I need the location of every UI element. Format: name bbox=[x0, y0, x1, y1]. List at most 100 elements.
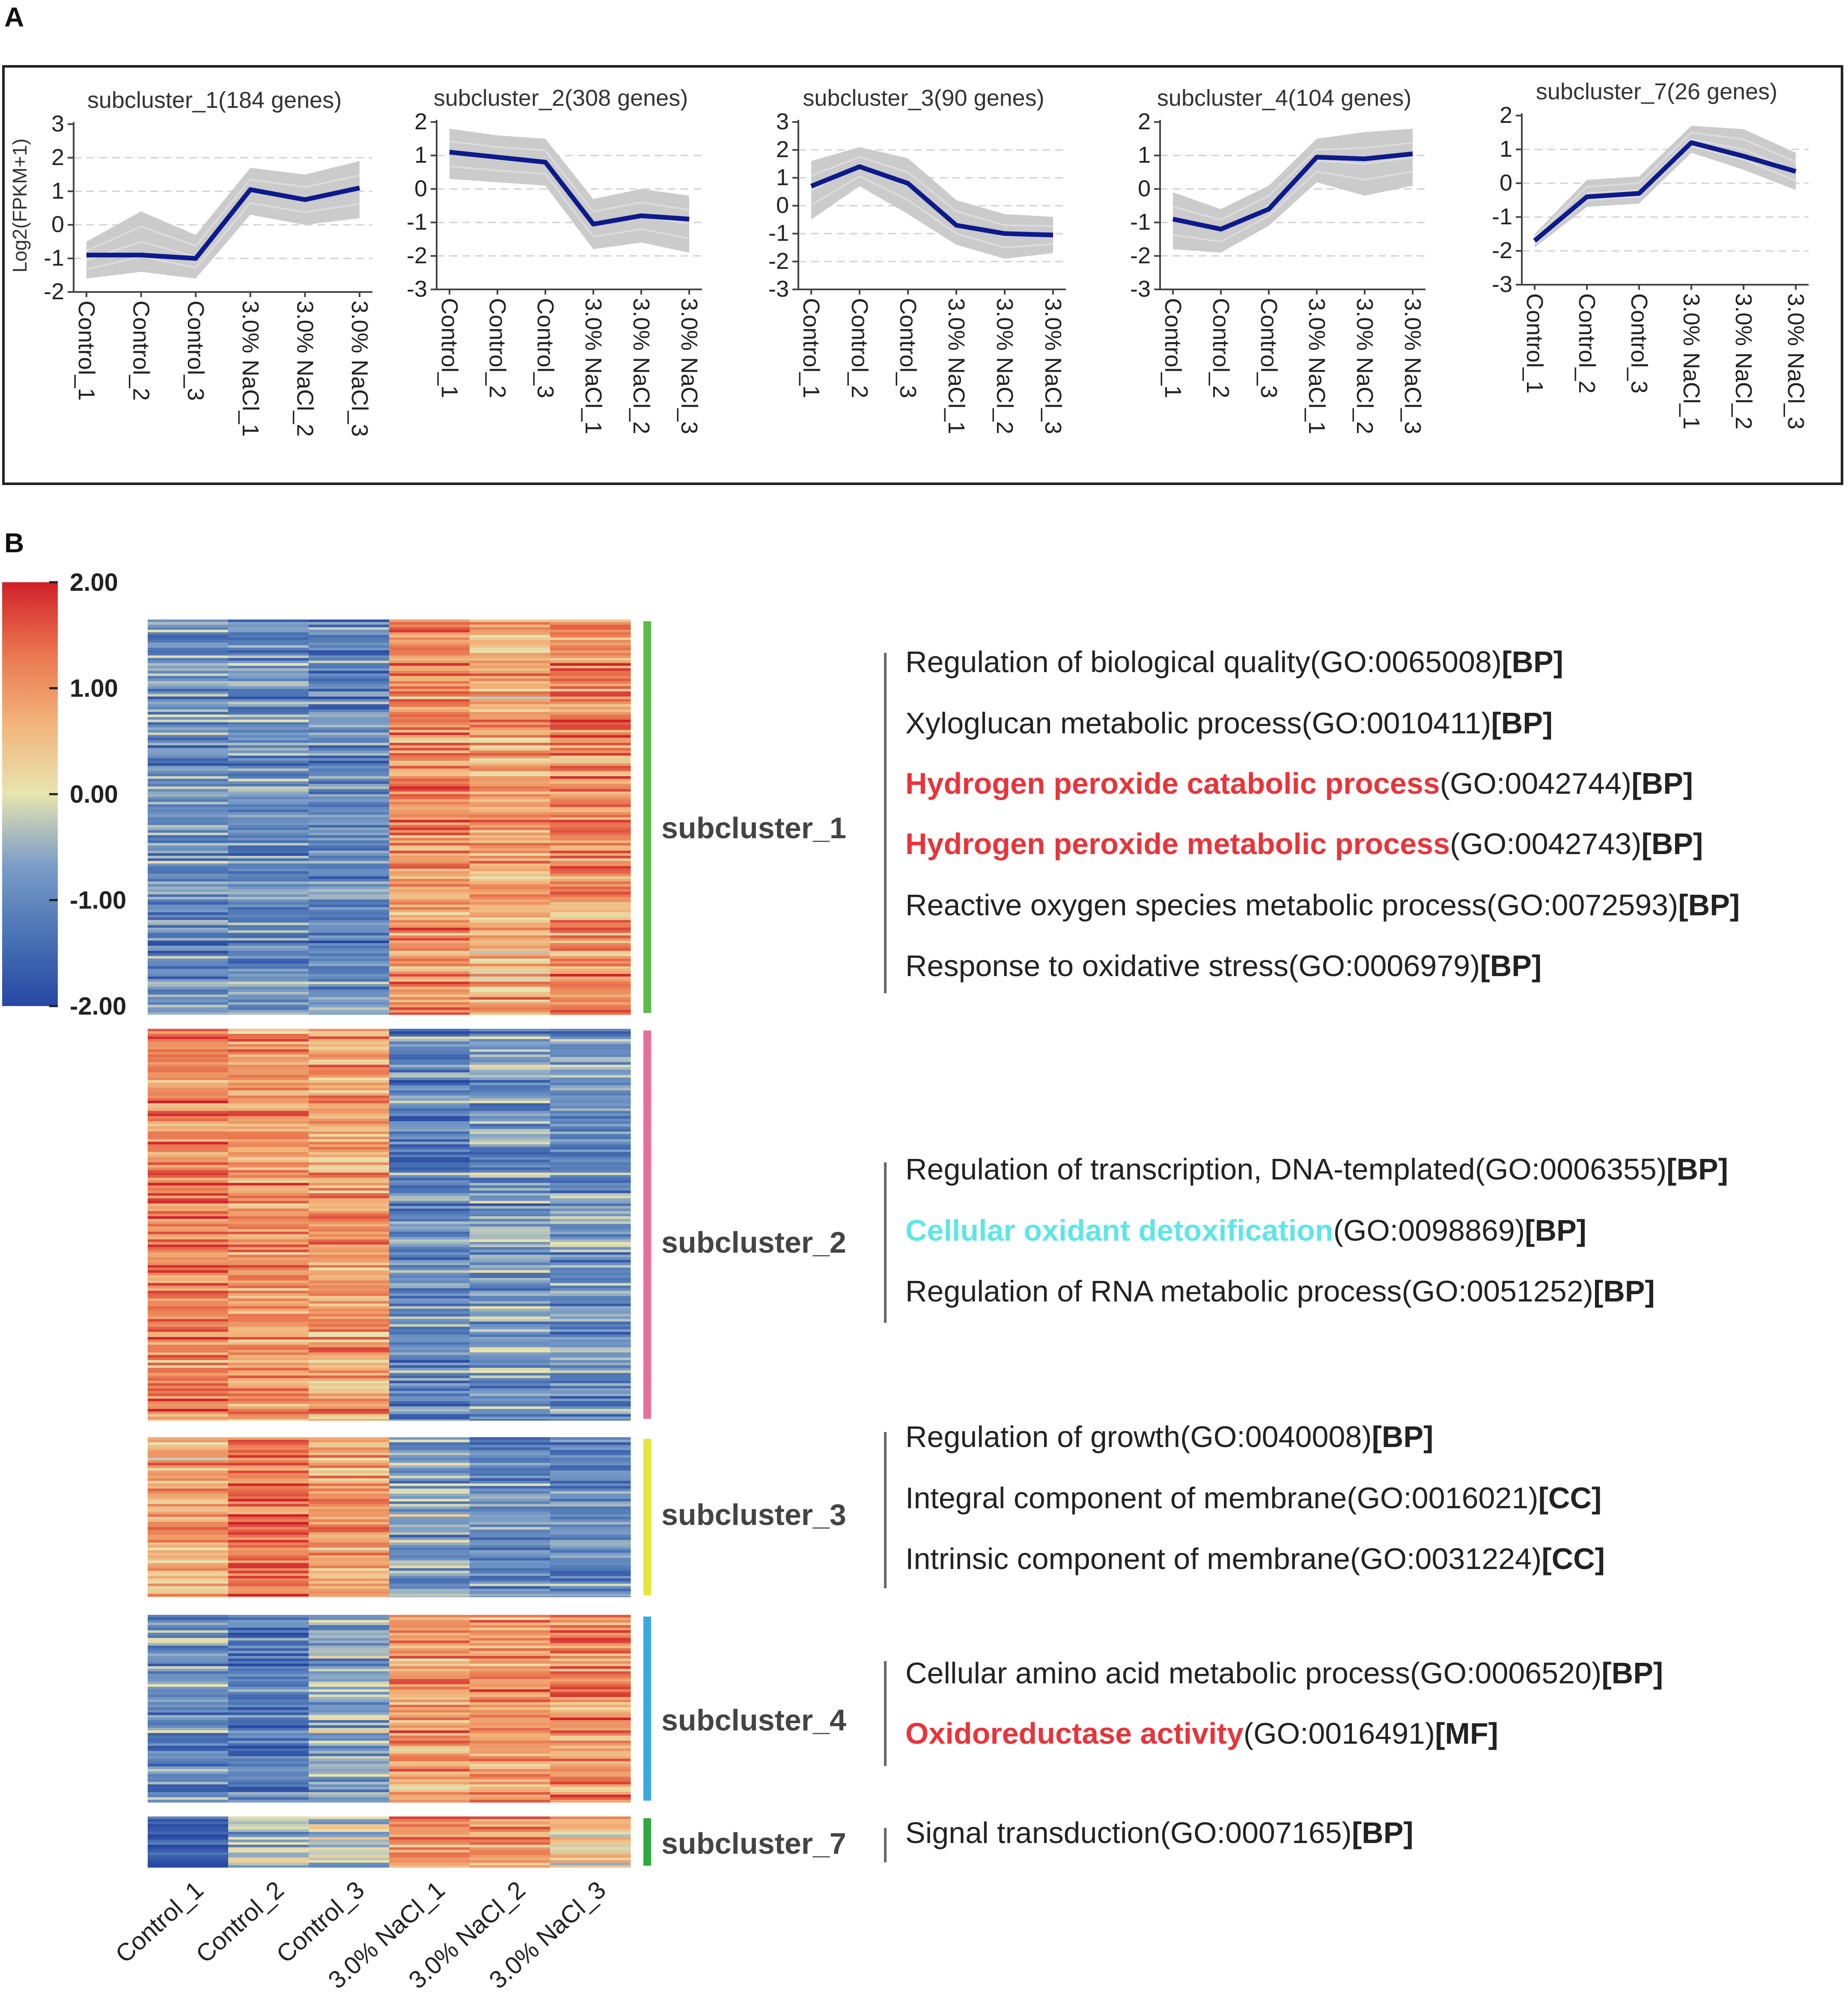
heatmap-cell bbox=[228, 774, 309, 777]
heatmap-cell bbox=[550, 776, 631, 779]
heatmap-cell bbox=[309, 663, 390, 666]
heatmap-cell bbox=[148, 997, 229, 1000]
heatmap-cell bbox=[148, 1108, 229, 1111]
heatmap-cell bbox=[309, 1404, 390, 1407]
heatmap-cell bbox=[148, 1394, 229, 1397]
heatmap-cell bbox=[389, 1355, 470, 1358]
heatmap-cell bbox=[228, 1687, 309, 1690]
heatmap-cell bbox=[389, 830, 470, 833]
heatmap-cell bbox=[550, 830, 631, 833]
go-term-id: (GO:0072593) bbox=[1487, 888, 1678, 922]
heatmap-cell bbox=[470, 1103, 551, 1106]
heatmap-cell bbox=[148, 1206, 229, 1209]
heatmap-cell bbox=[148, 951, 229, 954]
heatmap-cell bbox=[228, 1401, 309, 1404]
heatmap-cell bbox=[148, 1792, 229, 1795]
heatmap-cell bbox=[228, 1414, 309, 1417]
heatmap-cell bbox=[470, 1615, 551, 1618]
heatmap-cell bbox=[309, 1201, 390, 1204]
heatmap-cell bbox=[148, 1170, 229, 1173]
heatmap-cell bbox=[228, 1273, 309, 1276]
heatmap-block-2: subcluster_2 bbox=[148, 1029, 846, 1421]
heatmap-cell bbox=[309, 982, 390, 985]
go-term-category: [CC] bbox=[1541, 1542, 1605, 1575]
heatmap-cell bbox=[228, 1576, 309, 1579]
heatmap-cell bbox=[228, 884, 309, 887]
heatmap-cell bbox=[148, 956, 229, 959]
heatmap-cell bbox=[550, 1132, 631, 1134]
heatmap-cell bbox=[228, 1185, 309, 1188]
heatmap-cell bbox=[228, 1535, 309, 1538]
heatmap-cell bbox=[389, 961, 470, 964]
cluster-label: subcluster_3 bbox=[661, 1498, 846, 1531]
heatmap-cell bbox=[148, 897, 229, 900]
heatmap-cell bbox=[228, 1865, 309, 1868]
heatmap-cell bbox=[228, 771, 309, 774]
heatmap-cell bbox=[148, 637, 229, 640]
heatmap-cell bbox=[148, 1234, 229, 1237]
heatmap-cell bbox=[470, 884, 551, 887]
heatmap-cell bbox=[228, 1144, 309, 1147]
heatmap-cell bbox=[389, 881, 470, 884]
heatmap-cell bbox=[470, 1203, 551, 1206]
heatmap-cell bbox=[148, 1576, 229, 1579]
heatmap-cell bbox=[470, 1733, 551, 1736]
heatmap-cell bbox=[389, 1573, 470, 1576]
heatmap-cell bbox=[470, 779, 551, 782]
heatmap-cell bbox=[470, 807, 551, 810]
heatmap-cell bbox=[470, 1401, 551, 1404]
heatmap-cell bbox=[148, 1548, 229, 1551]
heatmap-cell bbox=[470, 817, 551, 820]
heatmap-cell bbox=[228, 779, 309, 782]
heatmap-cell bbox=[228, 712, 309, 715]
heatmap-cell bbox=[148, 1819, 229, 1822]
heatmap-cell bbox=[309, 738, 390, 741]
heatmap-cell bbox=[470, 1525, 551, 1528]
heatmap-cell bbox=[148, 643, 229, 646]
heatmap-cell bbox=[228, 1440, 309, 1443]
heatmap-cell bbox=[228, 1183, 309, 1186]
heatmap-cell bbox=[148, 704, 229, 707]
heatmap-cell bbox=[550, 619, 631, 622]
cluster-color-bar bbox=[643, 1439, 651, 1595]
heatmap-cell bbox=[470, 1363, 551, 1366]
heatmap-cell bbox=[389, 704, 470, 707]
y-tick-label: 3 bbox=[776, 109, 789, 134]
heatmap-cell bbox=[309, 1707, 390, 1710]
heatmap-cell bbox=[470, 971, 551, 974]
heatmap-cell bbox=[389, 1440, 470, 1443]
heatmap-cell bbox=[470, 1676, 551, 1679]
heatmap-cell bbox=[148, 1450, 229, 1453]
heatmap-cell bbox=[389, 625, 470, 628]
heatmap-cell bbox=[309, 1666, 390, 1669]
heatmap-cell bbox=[309, 1121, 390, 1124]
heatmap-cell bbox=[148, 1183, 229, 1186]
heatmap-cell bbox=[389, 668, 470, 671]
heatmap-cell bbox=[550, 702, 631, 705]
heatmap-cell bbox=[470, 1209, 551, 1212]
heatmap-cell bbox=[148, 738, 229, 741]
go-term-name: Integral component of membrane bbox=[905, 1481, 1347, 1515]
heatmap-cell bbox=[389, 1566, 470, 1569]
heatmap-cell bbox=[309, 725, 390, 728]
heatmap-cell bbox=[550, 1227, 631, 1230]
heatmap-cell bbox=[228, 822, 309, 825]
heatmap-cell bbox=[389, 1641, 470, 1644]
heatmap-cell bbox=[228, 1391, 309, 1394]
heatmap-cell bbox=[470, 653, 551, 656]
heatmap-cell bbox=[309, 1370, 390, 1373]
heatmap-cell bbox=[148, 1615, 229, 1618]
heatmap-cell bbox=[470, 1090, 551, 1093]
heatmap-cell bbox=[148, 1406, 229, 1409]
heatmap-cell bbox=[470, 1687, 551, 1690]
heatmap-cell bbox=[389, 619, 470, 622]
heatmap-cell bbox=[550, 1858, 631, 1861]
heatmap-cell bbox=[389, 1736, 470, 1739]
go-term-id: (GO:0010411) bbox=[1302, 706, 1491, 740]
x-tick-label: Control_3 bbox=[1626, 293, 1652, 393]
heatmap-cell bbox=[228, 833, 309, 836]
heatmap-cell bbox=[228, 1715, 309, 1718]
heatmap-cell bbox=[389, 1553, 470, 1556]
heatmap-cell bbox=[550, 1725, 631, 1728]
heatmap-cell bbox=[470, 1471, 551, 1474]
